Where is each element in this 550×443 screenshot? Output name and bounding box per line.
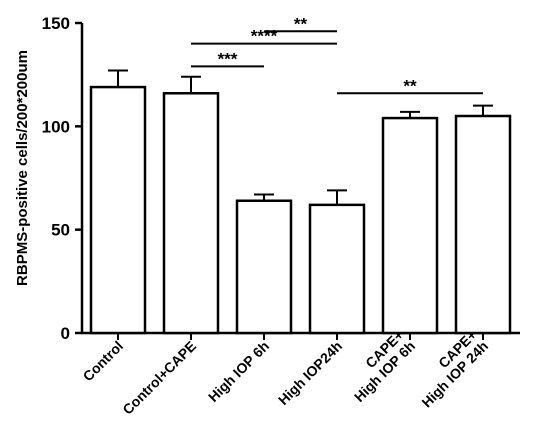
x-tick-label: High IOP24h [275,338,345,408]
x-tick-label: Control+CAPE [119,338,199,418]
bar [308,203,366,335]
y-tick-label: 150 [42,14,70,33]
significance-label: ** [403,76,417,95]
significance-label: *** [218,49,238,68]
axes: 0 50 100 150 [42,14,520,343]
y-axis-label: RBPMS-positive cells/200*200um [14,50,31,286]
bar [89,85,147,335]
x-tick-label-line: Control+CAPE [119,338,199,418]
y-tick-label: 100 [42,117,70,136]
x-tick-label-line: High IOP24h [275,338,345,408]
bar [454,114,512,335]
x-tick-label: CAPE+High IOP 24h [407,326,491,410]
y-tick-label: 0 [61,324,70,343]
x-tick-label-line: High IOP 6h [205,338,272,405]
x-tick-label: Control [80,338,127,385]
x-tick-label-line: Control [80,338,127,385]
significance-brackets: *********** [191,14,483,95]
x-tick-label: High IOP 6h [205,338,272,405]
y-tick-label: 50 [51,221,70,240]
significance-label: ** [294,14,308,33]
x-tick-label: CAPE+High IOP 6h [340,326,419,405]
bar [162,92,220,335]
bars [89,69,512,340]
bar [381,116,439,335]
significance-label: **** [251,27,278,46]
bar [235,199,293,335]
